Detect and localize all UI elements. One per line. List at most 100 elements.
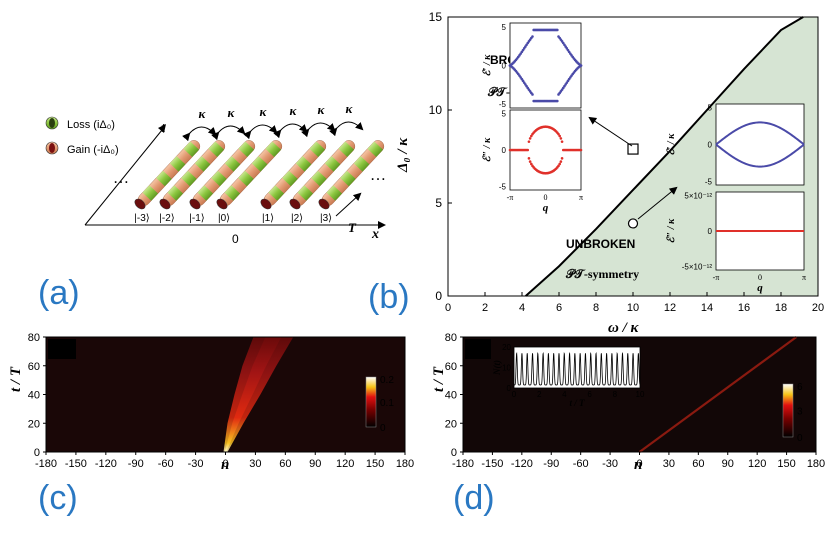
waveguide-4 [260, 140, 327, 210]
x-axis-arrow [378, 221, 386, 229]
d-xtick-label: 30 [663, 458, 675, 470]
b-xtick-label: 14 [701, 302, 713, 314]
d-xtick-label: -120 [511, 458, 533, 470]
d-ytick-label: 40 [445, 390, 457, 402]
inset-imag-point [526, 148, 530, 152]
tube-loss-segment [295, 156, 312, 172]
b-xtick-label: 10 [627, 302, 639, 314]
c-xtick-label: 150 [366, 458, 384, 470]
b-xtick-label: 20 [812, 302, 824, 314]
unbroken-label: UNBROKEN [566, 237, 635, 251]
pointer-arrow-unbroken [637, 186, 678, 220]
c-colorbar-tick: 0.1 [380, 398, 394, 409]
c-beam-outer [223, 337, 294, 452]
d-ytick-label: 20 [445, 418, 457, 430]
inset-real-band-upper [715, 121, 805, 146]
inset-lower-ylabel: ℰ″ / κ [666, 218, 677, 243]
b-xlabel: ω / κ [608, 320, 640, 336]
d-xtick-label: -90 [543, 458, 559, 470]
axis-t-label: t [161, 121, 166, 136]
site-label-6: |3⟩ [320, 213, 332, 224]
c-background [46, 337, 405, 452]
b-xtick-label: 2 [482, 302, 488, 314]
c-xtick-label: -90 [128, 458, 144, 470]
tube-loss-segment [367, 141, 384, 157]
b-xtick-label: 12 [664, 302, 676, 314]
tube-loss-segment [338, 141, 355, 157]
b-ylabel: Δ₀ / κ [395, 137, 411, 173]
d-inset-xtick: 8 [613, 390, 618, 399]
inset-imag-point [528, 160, 532, 163]
inset-upper-ytick: 5 [708, 104, 713, 113]
inset-upper-ytick: -5 [499, 100, 507, 109]
inset-upper-ytick: -5 [705, 177, 713, 186]
d-inset-xtick: 6 [587, 390, 592, 399]
waveguide-6 [318, 140, 385, 210]
tube-loss-segment [340, 170, 356, 187]
coupling-kappa-4: κ [318, 102, 326, 117]
inset-real-point [579, 64, 583, 67]
c-xtick-label: -120 [95, 458, 117, 470]
tube-loss-segment [156, 170, 172, 187]
inset-real-point [531, 93, 534, 96]
c-ytick-label: 80 [28, 332, 40, 344]
c-ytick-label: 20 [28, 418, 40, 430]
b-xtick-label: 16 [738, 302, 750, 314]
coupling-arc-1 [211, 125, 246, 141]
tube-loss-segment [142, 185, 159, 201]
d-xtick-label: 180 [807, 458, 825, 470]
c-xtick-label: 0 [222, 458, 228, 470]
tube-loss-segment [224, 156, 241, 172]
tube-loss-segment [208, 141, 225, 157]
inset-lower-ytick: -5×10⁻¹² [682, 262, 713, 271]
d-inset-series [514, 352, 641, 386]
waveguide-body [159, 140, 226, 210]
inset-imag-point [559, 160, 563, 163]
tube-loss-segment [238, 141, 255, 157]
coupling-kappa-1: κ [228, 105, 236, 120]
legend-loss-label: Loss (iΔ₀) [67, 119, 115, 131]
c-xtick-label: 60 [279, 458, 291, 470]
legend-gain: Gain (-iΔ₀) [45, 141, 119, 156]
period-arrow [335, 192, 362, 217]
panel-label-c: (c) [38, 479, 78, 517]
d-inset-ytick: 20 [502, 343, 511, 352]
site-label-3: |0⟩ [218, 213, 230, 224]
inset-lower-ytick: 0 [502, 146, 507, 155]
inset-real-point [531, 35, 534, 38]
c-ylabel: t / T [8, 366, 24, 392]
c-xtick-label: -60 [158, 458, 174, 470]
waveguide-body [318, 140, 385, 210]
tube-loss-segment [265, 141, 282, 157]
coupling-kappa-5: κ [346, 101, 354, 116]
inset-lower-ylabel: ℰ″ / κ [482, 137, 493, 162]
waveguide-array [134, 140, 385, 210]
coupling-kappa-3: κ [290, 103, 298, 118]
waveguide-body [289, 140, 356, 210]
waveguide-5 [289, 140, 356, 210]
tube-end-face [216, 198, 228, 210]
inset-imag-point [558, 134, 561, 138]
d-colorbar-tick: 3 [797, 407, 803, 418]
legend-gain-label: Gain (-iΔ₀) [67, 144, 119, 156]
b-ytick-label: 15 [429, 10, 443, 24]
site-label-2: |-1⟩ [189, 213, 204, 224]
d-xlabel: n [634, 457, 642, 473]
inset-imag-point [527, 157, 531, 160]
marker-circle [627, 218, 639, 229]
inset-upper-ytick: 0 [502, 62, 507, 71]
tube-loss-segment [309, 141, 326, 157]
inset-xlabel: q [543, 202, 549, 214]
c-xtick-label: -180 [35, 458, 57, 470]
tube-loss-segment [211, 170, 227, 187]
d-xtick-label: -150 [481, 458, 503, 470]
inset-imag-point [560, 140, 564, 143]
b-xtick-label: 18 [775, 302, 787, 314]
panel-c: 0.20.10-180 -150 -120 -90 -60 -30 0 30 60 90 120 15… [8, 332, 414, 473]
panel-label-b: (b) [368, 278, 410, 316]
pointer-arrow-broken [588, 116, 633, 147]
d-xtick-label: 60 [692, 458, 704, 470]
d-corner-block [465, 339, 491, 359]
phase-boundary-line [525, 16, 804, 297]
